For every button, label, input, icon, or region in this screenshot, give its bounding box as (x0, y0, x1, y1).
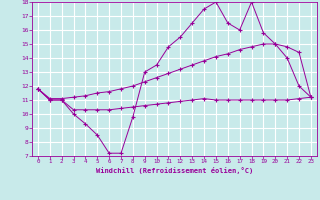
X-axis label: Windchill (Refroidissement éolien,°C): Windchill (Refroidissement éolien,°C) (96, 167, 253, 174)
